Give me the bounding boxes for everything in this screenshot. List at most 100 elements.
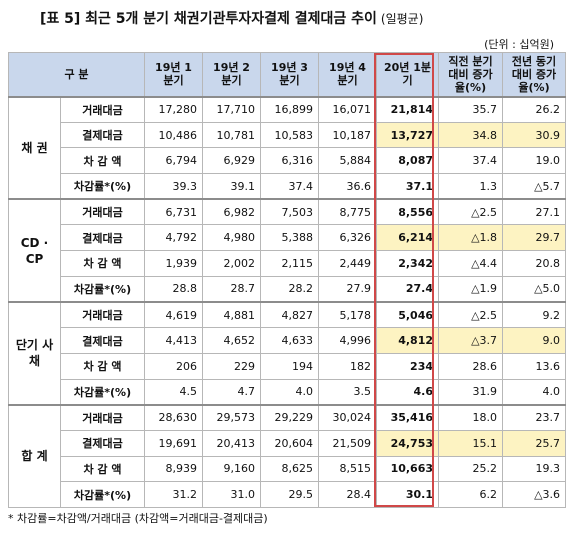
table-row: 결제대금 19,691 20,413 20,604 21,509 24,753 15.1 25… bbox=[9, 429, 567, 457]
value-cell: △2.5 bbox=[438, 198, 504, 226]
table-row: 결제대금 10,486 10,781 10,583 10,187 13,727 34.8 30… bbox=[9, 121, 567, 149]
header-category: 구 분 bbox=[7, 52, 146, 97]
value-cell: 20,413 bbox=[202, 429, 262, 457]
value-cell: 229 bbox=[202, 352, 262, 380]
value-cell: 17,280 bbox=[144, 95, 204, 123]
table-title: [표 5] 최근 5개 분기 채권기관투자자결제 결제대금 추이 (일평균) bbox=[40, 8, 540, 30]
row-label: 거래대금 bbox=[59, 198, 146, 226]
header-19q4: 19년 4분기 bbox=[318, 52, 378, 97]
value-cell: 8,515 bbox=[318, 455, 378, 483]
value-cell: 26.2 bbox=[502, 95, 567, 123]
value-cell: 30,024 bbox=[318, 403, 378, 431]
value-cell: 7,503 bbox=[260, 198, 320, 226]
value-cell: 2,115 bbox=[260, 250, 320, 277]
table-row: CD · CP 거래대금 6,731 6,982 7,503 8,775 8,556 △2.5… bbox=[8, 198, 567, 303]
value-cell: 23.7 bbox=[502, 403, 567, 431]
footnote: * 차감률=차감액/거래대금 (차감액=거래대금-결제대금) bbox=[8, 512, 268, 525]
table-row: 합 계 거래대금 28,630 29,573 29,229 30,024 35,416 18.… bbox=[8, 403, 567, 508]
table-row: 채 권 거래대금 17,280 17,710 16,899 16,071 21,814 35.… bbox=[8, 95, 567, 200]
value-cell: 4.7 bbox=[202, 378, 262, 406]
value-cell: 1,939 bbox=[144, 250, 204, 277]
value-cell: 8,939 bbox=[144, 455, 204, 483]
value-cell: 37.4 bbox=[260, 173, 320, 200]
table-row: 결제대금 4,413 4,652 4,633 4,996 4,812 △3.7 9.0 bbox=[9, 327, 567, 354]
value-cell: 30.1 bbox=[376, 481, 440, 508]
value-cell: 29,573 bbox=[202, 403, 262, 431]
value-cell: 24,753 bbox=[376, 429, 440, 457]
value-cell: 16,899 bbox=[260, 95, 320, 123]
row-label: 거래대금 bbox=[59, 95, 146, 123]
value-cell: 4,792 bbox=[144, 224, 204, 252]
table-row: 차감률*(%) 4.5 4.7 4.0 3.5 4.6 31.9 4.0 bbox=[9, 378, 567, 406]
value-cell: 13,727 bbox=[376, 121, 440, 149]
value-cell: 4,980 bbox=[202, 224, 262, 252]
value-cell: △3.7 bbox=[438, 327, 504, 354]
row-label: 거래대금 bbox=[59, 403, 146, 431]
value-cell: 20,604 bbox=[260, 429, 320, 457]
value-cell: 28.7 bbox=[202, 275, 262, 303]
row-label: 차감률*(%) bbox=[59, 481, 146, 508]
table-row: 차 감 액 8,939 9,160 8,625 8,515 10,663 25.2 19.3 bbox=[9, 455, 567, 483]
header-19q1: 19년 1분기 bbox=[144, 52, 204, 97]
table-row: 차 감 액 206 229 194 182 234 28.6 13.6 bbox=[9, 352, 567, 380]
value-cell: 6.2 bbox=[438, 481, 504, 508]
value-cell: 4,413 bbox=[144, 327, 204, 354]
header-yoy: 전년 동기대비 증가율(%) bbox=[502, 52, 567, 97]
value-cell: △2.5 bbox=[438, 301, 504, 329]
value-cell: 206 bbox=[144, 352, 204, 380]
value-cell: 1.3 bbox=[438, 173, 504, 200]
value-cell: 34.8 bbox=[438, 121, 504, 149]
value-cell: 19,691 bbox=[144, 429, 204, 457]
value-cell: 10,486 bbox=[144, 121, 204, 149]
value-cell: 29.7 bbox=[502, 224, 567, 252]
value-cell: 28.4 bbox=[318, 481, 378, 508]
value-cell: 13.6 bbox=[502, 352, 567, 380]
header-19q3: 19년 3분기 bbox=[260, 52, 320, 97]
value-cell: 4.5 bbox=[144, 378, 204, 406]
value-cell: 28.6 bbox=[438, 352, 504, 380]
value-cell: 9.0 bbox=[502, 327, 567, 354]
value-cell: 4,996 bbox=[318, 327, 378, 354]
header-qoq: 직전 분기대비 증가율(%) bbox=[438, 52, 504, 97]
value-cell: 8,775 bbox=[318, 198, 378, 226]
row-label: 결제대금 bbox=[59, 224, 146, 252]
value-cell: 19.0 bbox=[502, 147, 567, 175]
value-cell: 6,214 bbox=[376, 224, 440, 252]
value-cell: 4,812 bbox=[376, 327, 440, 354]
row-label: 차 감 액 bbox=[59, 455, 146, 483]
header-20q1: 20년 1분기 bbox=[376, 52, 440, 97]
value-cell: 31.2 bbox=[144, 481, 204, 508]
table-body: 채 권 거래대금 17,280 17,710 16,899 16,071 21,814 35.… bbox=[8, 95, 567, 508]
value-cell: 4,652 bbox=[202, 327, 262, 354]
value-cell: 6,731 bbox=[144, 198, 204, 226]
value-cell: 4.0 bbox=[260, 378, 320, 406]
value-cell: 17,710 bbox=[202, 95, 262, 123]
table-row: 단기 사채 거래대금 4,619 4,881 4,827 5,178 5,046 △2.5 9.… bbox=[8, 301, 567, 406]
value-cell: 4.0 bbox=[502, 378, 567, 406]
value-cell: 28.8 bbox=[144, 275, 204, 303]
value-cell: 4,881 bbox=[202, 301, 262, 329]
value-cell: 9,160 bbox=[202, 455, 262, 483]
value-cell: 31.0 bbox=[202, 481, 262, 508]
header-19q2: 19년 2분기 bbox=[202, 52, 262, 97]
value-cell: 39.3 bbox=[144, 173, 204, 200]
value-cell: 30.9 bbox=[502, 121, 567, 149]
value-cell: 18.0 bbox=[438, 403, 504, 431]
row-label: 차 감 액 bbox=[59, 147, 146, 175]
value-cell: 2,002 bbox=[202, 250, 262, 277]
value-cell: 16,071 bbox=[318, 95, 378, 123]
value-cell: 25.7 bbox=[502, 429, 567, 457]
value-cell: 27.1 bbox=[502, 198, 567, 226]
value-cell: 28,630 bbox=[144, 403, 204, 431]
value-cell: 37.1 bbox=[376, 173, 440, 200]
value-cell: 10,781 bbox=[202, 121, 262, 149]
row-label: 차 감 액 bbox=[59, 352, 146, 380]
value-cell: 21,509 bbox=[318, 429, 378, 457]
table-row: 차감률*(%) 28.8 28.7 28.2 27.9 27.4 △1.9 △5.0 bbox=[9, 275, 567, 303]
value-cell: 37.4 bbox=[438, 147, 504, 175]
row-label: 차 감 액 bbox=[59, 250, 146, 277]
table-row: 차감률*(%) 39.3 39.1 37.4 36.6 37.1 1.3 △5.7 bbox=[9, 173, 567, 200]
table-row: 차 감 액 1,939 2,002 2,115 2,449 2,342 △4.4 20.8 bbox=[9, 250, 567, 277]
value-cell: 6,316 bbox=[260, 147, 320, 175]
table-row: 결제대금 4,792 4,980 5,388 6,326 6,214 △1.8 29.7 bbox=[9, 224, 567, 252]
